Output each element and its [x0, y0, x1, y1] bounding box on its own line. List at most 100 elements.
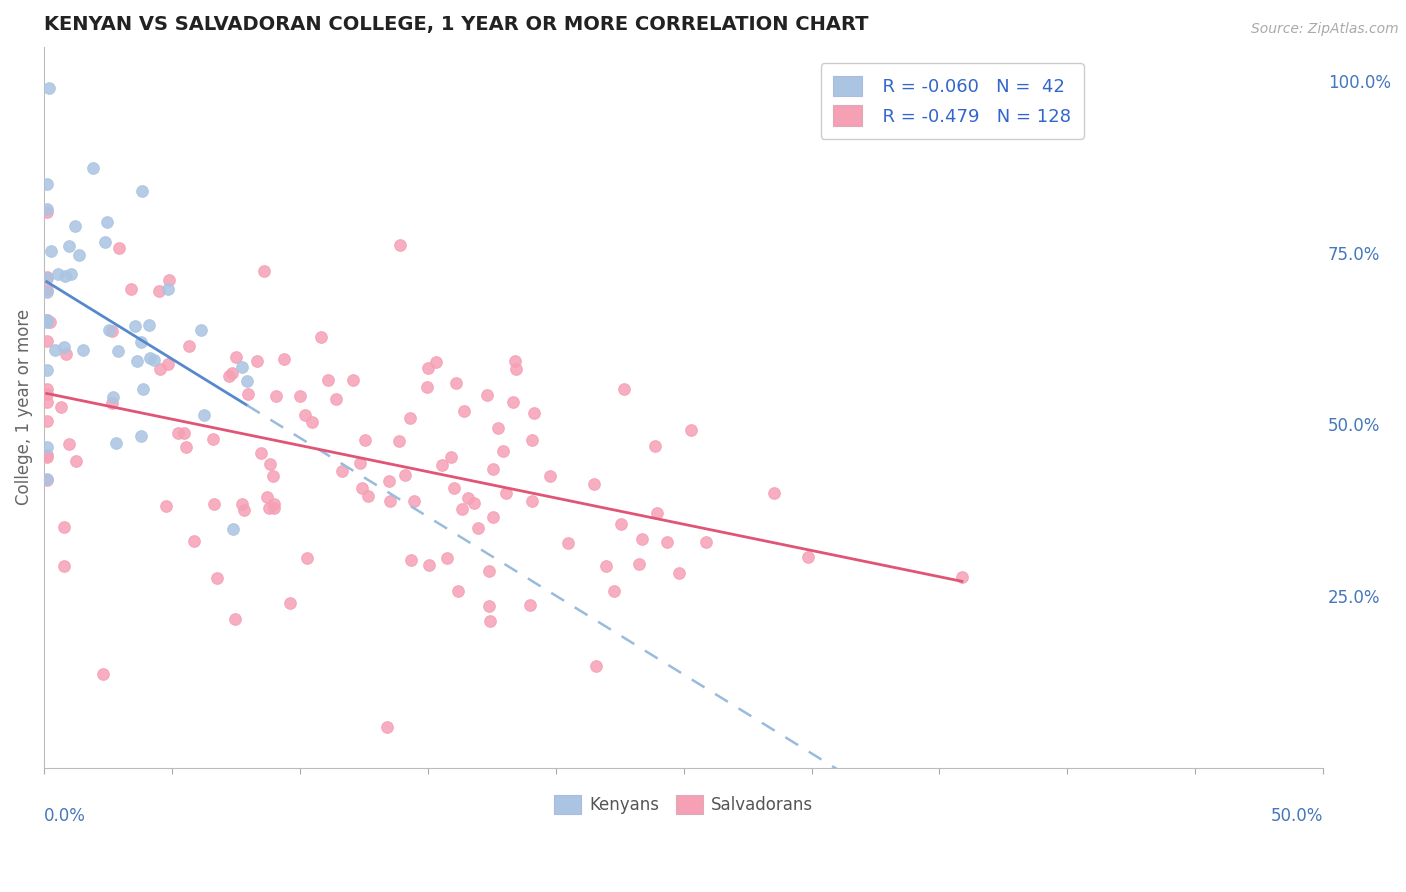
- Point: [35, 387, 58, 401]
- Point: [278, 596, 301, 610]
- Point: [273, 351, 295, 366]
- Point: [177, 338, 200, 352]
- Point: [655, 534, 678, 549]
- Point: [38, 315, 60, 329]
- Point: [399, 553, 422, 567]
- Point: [595, 559, 617, 574]
- Point: [35, 271, 58, 285]
- Point: [35, 473, 58, 487]
- Point: [378, 474, 401, 488]
- Point: [503, 354, 526, 368]
- Point: [522, 433, 544, 447]
- Point: [375, 720, 398, 734]
- Point: [231, 359, 253, 374]
- Point: [262, 469, 284, 483]
- Point: [264, 389, 287, 403]
- Point: [55, 346, 77, 360]
- Point: [174, 440, 197, 454]
- Point: [583, 477, 606, 491]
- Point: [107, 241, 129, 255]
- Point: [557, 536, 579, 550]
- Point: [53, 340, 76, 354]
- Point: [950, 569, 973, 583]
- Point: [259, 457, 281, 471]
- Point: [35, 177, 58, 191]
- Point: [156, 357, 179, 371]
- Point: [35, 283, 58, 297]
- Point: [354, 433, 377, 447]
- Point: [148, 284, 170, 298]
- Point: [218, 369, 240, 384]
- Point: [585, 659, 607, 673]
- Point: [52, 559, 75, 574]
- Point: [246, 353, 269, 368]
- Point: [58, 239, 80, 253]
- Point: [35, 450, 58, 464]
- Text: Source: ZipAtlas.com: Source: ZipAtlas.com: [1251, 22, 1399, 37]
- Point: [316, 373, 339, 387]
- Point: [603, 584, 626, 599]
- Point: [479, 614, 502, 628]
- Point: [668, 566, 690, 581]
- Point: [631, 532, 654, 546]
- Point: [35, 441, 58, 455]
- Point: [35, 334, 58, 348]
- Point: [129, 429, 152, 443]
- Point: [257, 501, 280, 516]
- Point: [519, 598, 541, 612]
- Point: [297, 551, 319, 566]
- Point: [447, 584, 470, 599]
- Point: [225, 350, 247, 364]
- Point: [502, 395, 524, 409]
- Point: [72, 343, 94, 357]
- Point: [35, 285, 58, 299]
- Point: [35, 448, 58, 462]
- Point: [132, 382, 155, 396]
- Point: [416, 380, 439, 394]
- Point: [330, 464, 353, 478]
- Point: [96, 214, 118, 228]
- Point: [342, 373, 364, 387]
- Point: [124, 319, 146, 334]
- Point: [457, 491, 479, 505]
- Point: [35, 313, 58, 327]
- Point: [35, 472, 58, 486]
- Point: [253, 264, 276, 278]
- Point: [446, 376, 468, 390]
- Point: [416, 361, 439, 376]
- Point: [35, 270, 58, 285]
- Point: [486, 421, 509, 435]
- Point: [263, 497, 285, 511]
- Point: [762, 486, 785, 500]
- Point: [125, 353, 148, 368]
- Point: [190, 323, 212, 337]
- Point: [311, 330, 333, 344]
- Point: [38, 81, 60, 95]
- Point: [231, 497, 253, 511]
- Point: [325, 392, 347, 406]
- Point: [610, 516, 633, 531]
- Point: [104, 436, 127, 450]
- Point: [440, 450, 463, 465]
- Point: [55, 268, 77, 283]
- Point: [301, 415, 323, 429]
- Point: [46, 268, 69, 282]
- Point: [35, 395, 58, 409]
- Point: [797, 550, 820, 565]
- Y-axis label: College, 1 year or more: College, 1 year or more: [15, 310, 32, 505]
- Point: [44, 343, 66, 358]
- Point: [202, 432, 225, 446]
- Point: [263, 501, 285, 516]
- Point: [250, 446, 273, 460]
- Point: [443, 481, 465, 495]
- Point: [613, 382, 636, 396]
- Point: [131, 184, 153, 198]
- Point: [101, 390, 124, 404]
- Point: [205, 570, 228, 584]
- Point: [173, 425, 195, 440]
- Point: [523, 406, 546, 420]
- Point: [58, 436, 80, 450]
- Point: [98, 323, 121, 337]
- Point: [51, 400, 73, 414]
- Point: [402, 493, 425, 508]
